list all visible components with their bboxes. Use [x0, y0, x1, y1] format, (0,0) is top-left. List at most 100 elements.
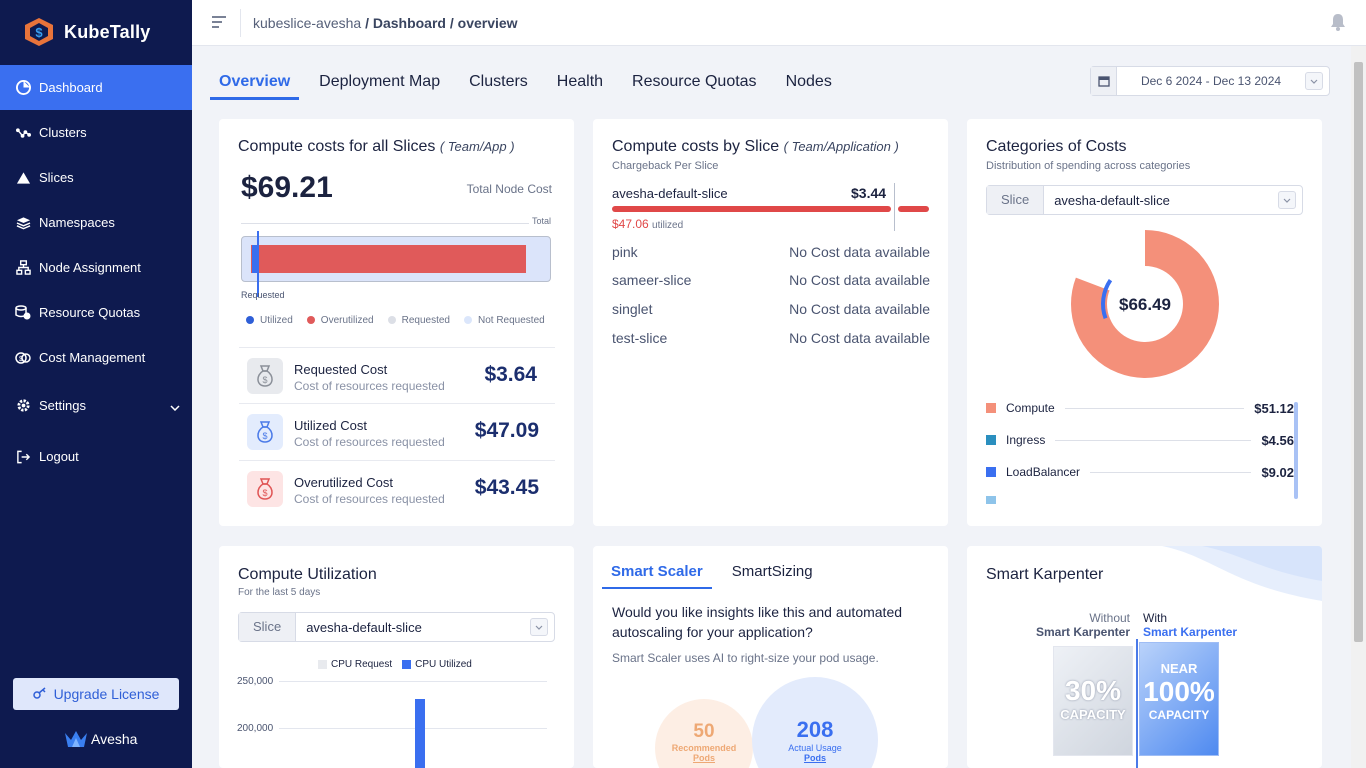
upgrade-license-button[interactable]: Upgrade License: [13, 678, 179, 710]
legend-label: CPU Request: [331, 659, 393, 670]
avesha-name: Avesha: [91, 731, 138, 747]
total-bar-label: Total: [528, 216, 551, 226]
slice-name: pink: [612, 244, 638, 260]
overutilized-cost-value: $43.45: [474, 476, 539, 499]
card-title-subtitle: ( Team/Application ): [783, 139, 899, 154]
chevron-down-icon: [170, 399, 180, 414]
requested-cost-desc: Cost of resources requested: [294, 379, 445, 393]
category-value: $4.56: [1261, 432, 1294, 448]
requested-cost-row: $ Requested Cost Cost of resources reque…: [239, 347, 555, 403]
recommended-pods-label: Pods: [692, 753, 715, 763]
categories-slice-select[interactable]: Slice avesha-default-slice: [986, 185, 1303, 215]
brand-name: KubeTally: [64, 21, 151, 42]
sidebar-item-label: Resource Quotas: [39, 305, 141, 320]
tab-smartsizing[interactable]: SmartSizing: [731, 563, 813, 580]
page-scrollbar[interactable]: [1351, 46, 1366, 768]
tab-resource-quotas[interactable]: Resource Quotas: [632, 73, 757, 90]
slice-row[interactable]: pink No Cost data available: [612, 244, 930, 260]
donut-total: $66.49: [1119, 295, 1171, 314]
near-label: NEAR: [1160, 661, 1198, 676]
legend-label: Overutilized: [320, 315, 374, 326]
karpenter-divider: [1136, 639, 1138, 768]
card-title: Compute Utilization: [238, 566, 377, 583]
logout-icon: [15, 449, 31, 465]
sidebar-item-label: Settings: [39, 398, 86, 413]
topbar: kubeslice-avesha / Dashboard / overview: [192, 0, 1366, 46]
total-line: [241, 223, 551, 224]
scrollbar-thumb[interactable]: [1354, 62, 1363, 642]
bell-icon[interactable]: [1330, 13, 1346, 36]
chart-legend: CPU Request CPU Utilized: [318, 659, 472, 670]
decorative-wave: [1162, 546, 1322, 601]
key-icon: [32, 686, 47, 702]
sidebar-item-cost-management[interactable]: $ Cost Management: [0, 335, 192, 380]
chevron-down-icon: [530, 618, 548, 636]
brand-logo[interactable]: $ KubeTally: [22, 17, 150, 47]
quota-icon: [15, 305, 31, 321]
sidebar-item-resource-quotas[interactable]: Resource Quotas: [0, 290, 192, 335]
without-capacity: CAPACITY: [1060, 707, 1126, 722]
sidebar-item-settings[interactable]: Settings: [0, 383, 192, 428]
cpu-utilized-bar: [415, 698, 425, 768]
card-title: Smart Karpenter: [986, 566, 1104, 583]
slices-icon: [15, 170, 31, 186]
sidebar-item-dashboard[interactable]: Dashboard: [0, 65, 192, 110]
overutilized-bar: [251, 245, 526, 273]
slice-name: sameer-slice: [612, 272, 692, 288]
legend-overutilized: Overutilized: [306, 315, 374, 326]
requested-cost-label: Requested Cost: [294, 362, 388, 377]
main-slice-name[interactable]: avesha-default-slice: [612, 186, 728, 201]
without-label: Without Smart Karpenter: [1036, 611, 1130, 639]
card-title: Compute costs for all Slices ( Team/App …: [238, 138, 515, 156]
main-slice-value: $3.44: [851, 185, 887, 201]
breadcrumb-cluster[interactable]: kubeslice-avesha: [253, 15, 362, 31]
category-swatch: [986, 435, 996, 445]
legend-label: Utilized: [260, 315, 293, 326]
all-slices-cost-card: Compute costs for all Slices ( Team/App …: [219, 119, 574, 526]
sidebar-item-node-assignment[interactable]: Node Assignment: [0, 245, 192, 290]
date-range-picker[interactable]: Dec 6 2024 - Dec 13 2024: [1090, 66, 1330, 96]
with-label: With Smart Karpenter: [1143, 611, 1237, 639]
sidebar-item-slices[interactable]: Slices: [0, 155, 192, 200]
sidebar-item-label: Slices: [39, 170, 74, 185]
utilization-slice-select[interactable]: Slice avesha-default-slice: [238, 612, 555, 642]
tab-health[interactable]: Health: [556, 73, 604, 90]
recommended-value: 50: [693, 721, 715, 742]
chevron-down-icon[interactable]: [1305, 72, 1323, 90]
legend-label: Not Requested: [477, 315, 545, 326]
with-text: With: [1143, 611, 1167, 625]
y-tick-label: 250,000: [237, 676, 274, 687]
sidebar-item-label: Cost Management: [39, 350, 146, 365]
slice-row[interactable]: singlet No Cost data available: [612, 301, 930, 317]
layers-icon: [15, 215, 31, 231]
overutilized-cost-label: Overutilized Cost: [294, 475, 393, 490]
tab-clusters[interactable]: Clusters: [469, 73, 528, 90]
requested-marker: [257, 231, 259, 297]
tab-overview[interactable]: Overview: [210, 66, 300, 100]
tab-nodes[interactable]: Nodes: [785, 73, 832, 90]
menu-icon[interactable]: [212, 15, 228, 34]
sidebar-nav: Dashboard Clusters Slices Namespaces Nod…: [0, 65, 192, 479]
slice-row[interactable]: sameer-slice No Cost data available: [612, 272, 930, 288]
svg-text:$: $: [262, 375, 267, 385]
without-percent: 30%: [1064, 675, 1122, 706]
slice-cost-card: Compute costs by Slice ( Team/Applicatio…: [593, 119, 948, 526]
category-name: Ingress: [1006, 433, 1046, 447]
recommended-pods-bubble: 50 Recommended Pods: [655, 699, 753, 768]
breadcrumb-dashboard[interactable]: Dashboard: [372, 15, 446, 31]
slice-row[interactable]: test-slice No Cost data available: [612, 330, 930, 346]
scaler-description: Smart Scaler uses AI to right-size your …: [612, 651, 879, 665]
node-icon: [15, 260, 31, 276]
category-row: Ingress $4.56: [986, 432, 1294, 448]
sidebar-item-label: Namespaces: [39, 215, 115, 230]
card-title: Compute costs by Slice ( Team/Applicatio…: [612, 138, 899, 156]
sidebar-item-logout[interactable]: Logout: [0, 434, 192, 479]
slice-name: singlet: [612, 301, 653, 317]
coins-icon: $: [15, 350, 31, 366]
sidebar-item-namespaces[interactable]: Namespaces: [0, 200, 192, 245]
categories-scrollbar[interactable]: [1294, 402, 1298, 499]
sidebar-item-clusters[interactable]: Clusters: [0, 110, 192, 155]
tab-deployment-map[interactable]: Deployment Map: [319, 73, 441, 90]
utilized-cost-label: Utilized Cost: [294, 418, 367, 433]
tab-smart-scaler[interactable]: Smart Scaler: [602, 556, 712, 589]
